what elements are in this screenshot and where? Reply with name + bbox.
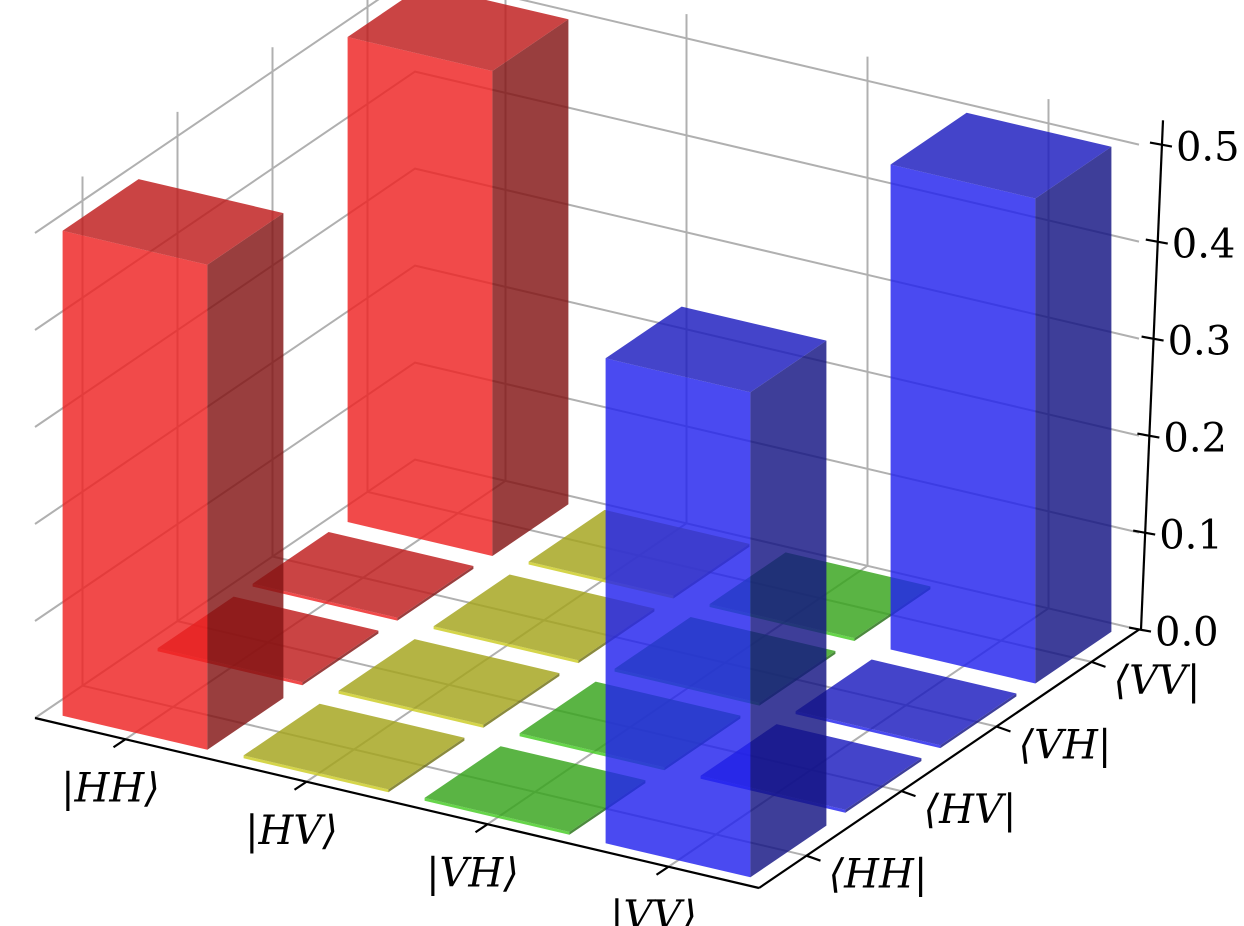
bar-face-side xyxy=(388,737,465,793)
bar-blue-3-0 xyxy=(605,306,827,878)
bra-tick-3 xyxy=(1091,660,1106,668)
z-tick-3 xyxy=(1141,335,1164,342)
bar-face-side xyxy=(483,673,560,728)
bar-face-top xyxy=(252,532,474,618)
ket-tick-1 xyxy=(293,780,308,791)
bar-face-side xyxy=(750,340,827,878)
bra-tick-label: ⟨HV| xyxy=(924,787,1017,833)
bar-face-side xyxy=(302,630,379,686)
bra-tick-label: ⟨HH| xyxy=(829,852,928,898)
bar-face-front xyxy=(347,37,493,556)
z-tick-4 xyxy=(1145,238,1168,245)
bar-red-0-2 xyxy=(252,532,474,621)
bar-face-top xyxy=(890,112,1112,199)
bra-axis-line xyxy=(758,628,1140,889)
z-tick-label: 0.1 xyxy=(1159,513,1223,559)
bar-yellow-1-1 xyxy=(338,639,560,728)
bra-tick-1 xyxy=(901,790,916,798)
bar-face-top xyxy=(243,703,465,790)
bar-face-front xyxy=(252,583,398,621)
bar-face-front xyxy=(795,711,941,749)
bra-tick-label: ⟨VV| xyxy=(1114,658,1201,704)
z-tick-label: 0.2 xyxy=(1163,416,1227,462)
bar-face-top xyxy=(605,306,827,393)
ket-tick-label: |HH⟩ xyxy=(61,765,160,811)
bar-face-top xyxy=(433,574,655,661)
bar-red-0-0 xyxy=(62,179,284,750)
ket-axis-line xyxy=(34,716,760,890)
z-tick-label: 0.0 xyxy=(1155,610,1219,656)
labels-layer: |HH⟩ |HV⟩ |VH⟩ |VV⟩ ⟨HH| ⟨HV|⟨VH|⟨VV|0.0 0.1 0.… xyxy=(61,125,1240,926)
bar-blue-3-2 xyxy=(795,659,1017,749)
ket-tick-3 xyxy=(655,865,670,876)
bar-face-top xyxy=(347,0,569,71)
z-axis-line xyxy=(1139,120,1165,630)
bar-face-front xyxy=(338,690,484,728)
bra-tick-0 xyxy=(806,854,821,862)
ket-tick-2 xyxy=(474,823,489,834)
axes-layer xyxy=(34,120,1173,890)
z-tick-2 xyxy=(1137,432,1160,439)
bar-face-top xyxy=(62,179,284,265)
bar-face-side xyxy=(1035,146,1112,684)
bar-face-side xyxy=(207,213,284,750)
z-tick-label: 0.4 xyxy=(1172,222,1236,268)
gridline-z-5 xyxy=(34,0,1140,234)
ket-tick-label: |HV⟩ xyxy=(245,808,338,854)
bar-face-side xyxy=(845,758,922,813)
bar-face-side xyxy=(397,566,474,621)
bar-face-front xyxy=(424,797,570,835)
bar-face-top xyxy=(338,639,560,725)
z-tick-label: 0.3 xyxy=(1168,319,1232,365)
bra-tick-label: ⟨VH| xyxy=(1019,723,1112,769)
bar-face-side xyxy=(940,693,1017,749)
bar-face-side xyxy=(492,19,569,557)
bar-blue-3-3 xyxy=(890,112,1112,684)
ket-tick-0 xyxy=(112,738,127,749)
bar-yellow-1-0 xyxy=(243,703,465,793)
bar-face-top xyxy=(795,659,1017,746)
ket-tick-label: |VV⟩ xyxy=(610,893,697,926)
z-tick-1 xyxy=(1132,529,1156,536)
bars-layer xyxy=(62,0,1112,878)
bar-face-front xyxy=(433,626,579,664)
z-tick-label: 0.5 xyxy=(1176,125,1240,171)
bar-face-top xyxy=(424,746,646,832)
bar-red-0-3 xyxy=(347,0,569,557)
bar-face-front xyxy=(605,358,751,878)
bar-face-front xyxy=(243,755,389,793)
bar-face-front xyxy=(62,230,208,750)
bra-tick-2 xyxy=(996,725,1011,733)
z-tick-0 xyxy=(1128,626,1152,633)
bar-face-front xyxy=(890,164,1036,684)
z-tick-5 xyxy=(1149,141,1173,148)
ket-tick-label: |VH⟩ xyxy=(426,850,519,896)
